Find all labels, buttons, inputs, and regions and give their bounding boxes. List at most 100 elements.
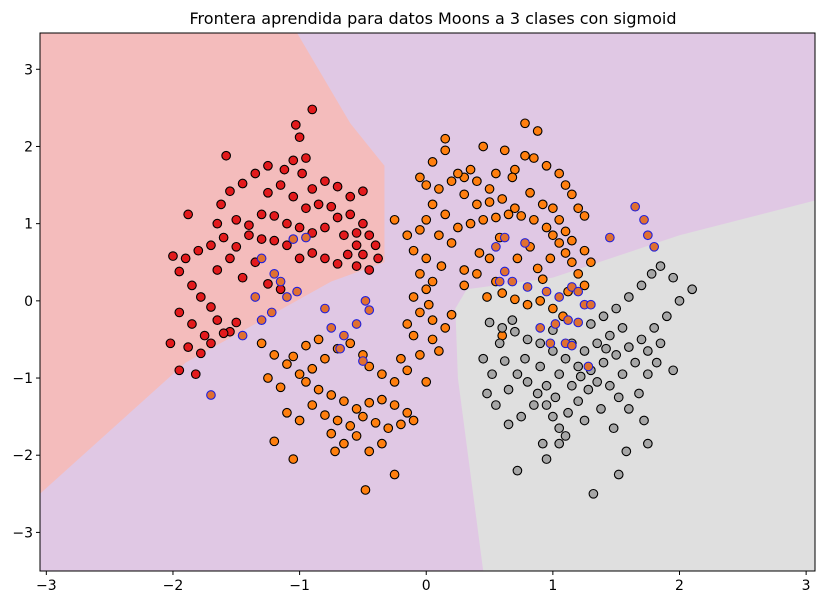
- data-point: [545, 338, 556, 349]
- data-point: [661, 311, 672, 322]
- data-point: [573, 203, 584, 214]
- data-point: [499, 266, 510, 277]
- data-point: [668, 365, 679, 376]
- data-point: [415, 224, 425, 235]
- data-point: [351, 261, 362, 271]
- y-tick-label: 2: [24, 139, 33, 155]
- data-point: [297, 168, 307, 179]
- data-point: [250, 292, 261, 302]
- data-point: [427, 199, 438, 210]
- data-point: [364, 446, 375, 457]
- data-point: [563, 407, 573, 418]
- data-point: [573, 317, 584, 328]
- data-point: [563, 315, 573, 325]
- data-point: [573, 361, 584, 372]
- data-point: [567, 189, 577, 200]
- data-point: [537, 274, 548, 285]
- data-point: [231, 214, 242, 225]
- data-point: [621, 446, 632, 457]
- data-point: [320, 303, 330, 314]
- data-point: [529, 400, 539, 410]
- data-point: [282, 359, 292, 369]
- data-point: [351, 228, 362, 238]
- data-point: [491, 212, 501, 223]
- data-point: [484, 184, 495, 194]
- data-point: [206, 240, 216, 251]
- data-point: [320, 222, 330, 233]
- data-point: [168, 251, 178, 261]
- data-point: [326, 201, 337, 212]
- data-point: [279, 164, 290, 175]
- data-point: [294, 222, 305, 233]
- data-point: [332, 415, 343, 426]
- data-point: [320, 353, 330, 364]
- data-point: [383, 423, 394, 434]
- data-point: [554, 168, 565, 179]
- data-point: [529, 214, 539, 225]
- data-point: [478, 214, 489, 225]
- data-point: [332, 212, 343, 223]
- data-point: [491, 400, 501, 410]
- data-point: [649, 241, 660, 252]
- data-point: [165, 338, 176, 349]
- data-point: [434, 346, 444, 356]
- data-point: [545, 253, 556, 264]
- data-point: [613, 392, 624, 403]
- data-point: [579, 346, 590, 356]
- data-point: [294, 132, 305, 143]
- data-point: [440, 209, 451, 220]
- data-point: [434, 230, 444, 241]
- data-point: [541, 286, 552, 297]
- data-point: [491, 241, 501, 252]
- data-point: [237, 178, 248, 189]
- data-point: [520, 353, 530, 364]
- data-point: [364, 361, 375, 372]
- data-point: [453, 222, 463, 233]
- data-point: [358, 186, 368, 197]
- data-point: [567, 380, 577, 391]
- y-tick-label: −2: [12, 448, 33, 464]
- data-point: [503, 419, 514, 430]
- data-point: [231, 317, 242, 328]
- data-point: [535, 295, 546, 306]
- data-point: [360, 295, 371, 306]
- data-point: [436, 261, 447, 271]
- data-point: [583, 384, 594, 395]
- data-point: [499, 232, 510, 243]
- y-tick-label: 0: [24, 294, 33, 310]
- data-point: [339, 330, 349, 341]
- data-point: [532, 388, 543, 399]
- data-point: [623, 404, 634, 414]
- x-tick-label: −3: [36, 578, 57, 594]
- data-point: [269, 350, 280, 360]
- data-point: [674, 295, 685, 306]
- data-point: [180, 253, 191, 264]
- data-point: [554, 423, 565, 434]
- data-point: [326, 323, 337, 333]
- data-point: [427, 334, 438, 345]
- data-point: [408, 330, 419, 341]
- data-point: [244, 220, 254, 231]
- data-point: [339, 438, 349, 449]
- data-point: [301, 203, 311, 214]
- data-point: [472, 176, 482, 187]
- data-point: [474, 248, 485, 258]
- data-point: [294, 369, 305, 380]
- data-point: [301, 340, 311, 351]
- data-point: [364, 230, 375, 241]
- data-point: [598, 357, 609, 368]
- data-point: [512, 465, 523, 476]
- data-point: [266, 307, 277, 318]
- x-tick-label: 3: [802, 578, 811, 594]
- data-point: [537, 438, 548, 449]
- data-point: [282, 407, 292, 418]
- data-point: [193, 245, 204, 256]
- data-point: [307, 400, 318, 410]
- data-point: [174, 365, 185, 376]
- data-point: [579, 280, 590, 291]
- data-point: [573, 396, 584, 407]
- data-point: [294, 253, 305, 264]
- data-point: [195, 348, 206, 359]
- data-point: [623, 342, 634, 353]
- data-point: [427, 315, 438, 325]
